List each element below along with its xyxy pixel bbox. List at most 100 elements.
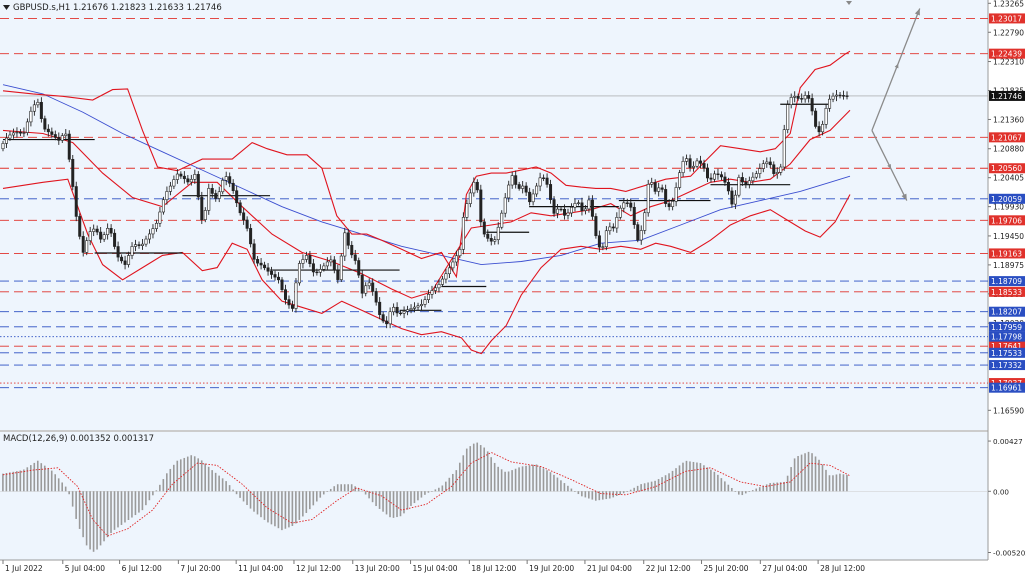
- price-candle: [201, 192, 203, 224]
- macd-histogram-bar: [752, 490, 754, 491]
- candle-body: [703, 163, 705, 168]
- candle-body: [246, 220, 248, 228]
- candle-body: [396, 307, 398, 313]
- macd-histogram-bar: [302, 491, 304, 516]
- macd-histogram-bar: [170, 469, 172, 491]
- candle-body: [769, 162, 771, 165]
- macd-histogram-bar: [557, 478, 559, 492]
- candle-body: [501, 213, 503, 227]
- candle-body: [58, 137, 60, 140]
- macd-histogram-bar: [149, 491, 151, 500]
- candle-body: [274, 274, 276, 277]
- candle-body: [382, 315, 384, 321]
- candle-body: [825, 108, 827, 124]
- macd-histogram-bar: [89, 491, 91, 549]
- candle-body: [187, 179, 189, 182]
- candle-body: [302, 259, 304, 263]
- macd-histogram-bar: [204, 464, 206, 492]
- macd-histogram-bar: [128, 491, 130, 520]
- macd-histogram-bar: [347, 484, 349, 491]
- candle-body: [218, 192, 220, 199]
- candle-body: [79, 216, 81, 236]
- candle-body: [846, 96, 848, 97]
- macd-histogram-bar: [396, 491, 398, 517]
- macd-histogram-bar: [707, 467, 709, 491]
- candle-body: [267, 268, 269, 271]
- macd-histogram-bar: [787, 476, 789, 492]
- macd-plot-area[interactable]: [0, 432, 988, 560]
- candle-body: [804, 95, 806, 99]
- macd-histogram-bar: [30, 465, 32, 491]
- macd-histogram-bar: [37, 461, 39, 492]
- candle-body: [249, 228, 251, 243]
- candle-body: [434, 288, 436, 291]
- macd-histogram-bar: [654, 481, 656, 491]
- candle-body: [103, 235, 105, 239]
- resistance-level-label: 1.21067: [991, 133, 1022, 142]
- candle-body: [117, 247, 119, 258]
- candle-body: [2, 143, 4, 148]
- candle-body: [546, 178, 548, 184]
- candle-body: [556, 209, 558, 213]
- macd-histogram-bar: [166, 473, 168, 491]
- resistance-level-label: 1.22439: [991, 50, 1022, 59]
- macd-histogram-bar: [365, 491, 367, 494]
- macd-histogram-bar: [564, 483, 566, 491]
- macd-histogram-bar: [647, 482, 649, 491]
- macd-histogram-bar: [794, 458, 796, 491]
- candle-body: [609, 227, 611, 231]
- candle-body: [19, 132, 21, 133]
- macd-histogram-bar: [13, 472, 15, 492]
- candle-body: [748, 181, 750, 185]
- macd-axis-tick-label: -0.005202: [993, 548, 1026, 557]
- macd-histogram-bar: [462, 455, 464, 491]
- price-candle: [340, 253, 342, 282]
- macd-histogram-bar: [731, 488, 733, 491]
- macd-histogram-bar: [769, 483, 771, 491]
- price-candle: [644, 209, 646, 234]
- macd-histogram-bar: [616, 491, 618, 496]
- macd-histogram-bar: [100, 491, 102, 545]
- macd-histogram-bar: [455, 470, 457, 491]
- macd-histogram-bar: [288, 491, 290, 527]
- candle-body: [351, 245, 353, 255]
- candle-body: [745, 182, 747, 184]
- candle-body: [9, 135, 11, 138]
- candle-body: [403, 311, 405, 313]
- macd-histogram-bar: [473, 444, 475, 492]
- macd-axis-tick-label: 0.00: [993, 487, 1009, 496]
- candle-body: [162, 200, 164, 212]
- candle-body: [284, 290, 286, 300]
- candle-body: [842, 95, 844, 96]
- macd-histogram-bar: [267, 491, 269, 522]
- price-axis-tick-label: 1.22790: [993, 28, 1024, 37]
- price-candle: [298, 261, 300, 286]
- candle-body: [26, 122, 28, 133]
- candle-body: [710, 178, 712, 179]
- macd-histogram-bar: [633, 488, 635, 491]
- candle-body: [514, 176, 516, 185]
- candle-body: [354, 255, 356, 261]
- macd-histogram-bar: [400, 491, 402, 516]
- macd-histogram-bar: [72, 491, 74, 506]
- candle-body: [637, 225, 639, 240]
- macd-histogram-bar: [142, 491, 144, 510]
- macd-histogram-bar: [661, 477, 663, 491]
- time-axis-tick-label: 18 Jul 12:00: [471, 564, 516, 573]
- time-axis-tick-label: 21 Jul 04:00: [587, 564, 632, 573]
- candle-body: [560, 209, 562, 210]
- candle-body: [487, 234, 489, 238]
- candle-body: [288, 300, 290, 305]
- candle-body: [452, 262, 454, 268]
- candle-body: [664, 189, 666, 203]
- candle-body: [173, 180, 175, 187]
- candle-body: [330, 260, 332, 262]
- candle-body: [776, 172, 778, 173]
- macd-histogram-bar: [689, 461, 691, 491]
- candle-body: [633, 207, 635, 224]
- candle-body: [793, 96, 795, 97]
- macd-histogram-bar: [176, 461, 178, 492]
- macd-histogram-bar: [414, 491, 416, 503]
- candle-body: [5, 138, 7, 143]
- candle-body: [752, 177, 754, 181]
